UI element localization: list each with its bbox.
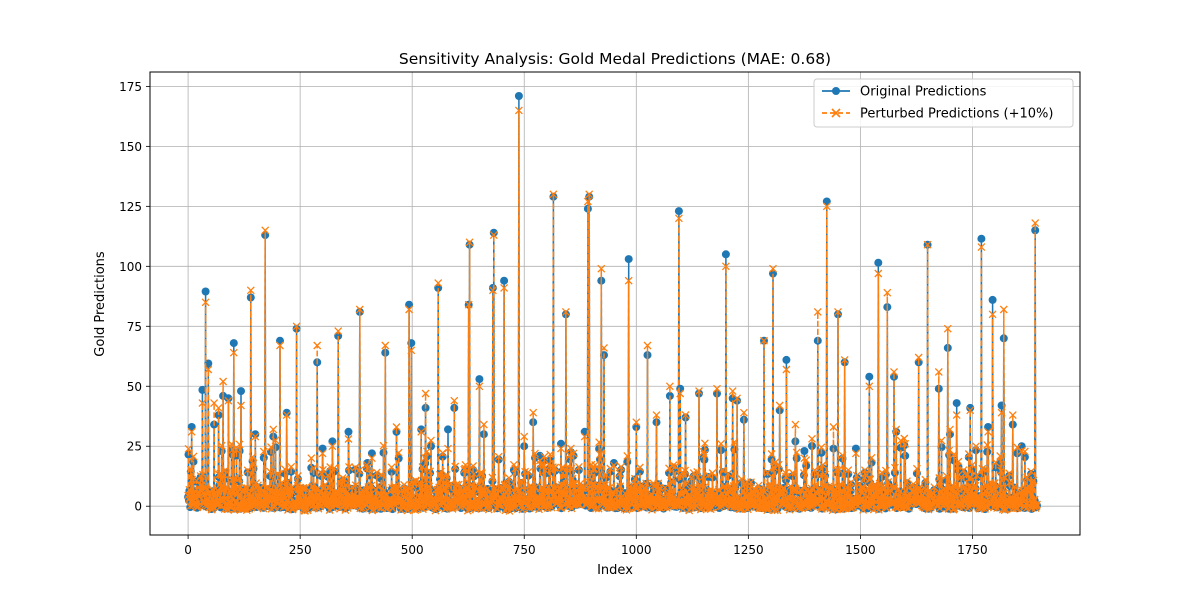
original-point xyxy=(214,411,223,420)
original-point xyxy=(237,387,245,396)
legend-original-label: Original Predictions xyxy=(860,85,987,100)
original-point xyxy=(977,234,986,243)
x-tick-label: 250 xyxy=(289,543,312,557)
original-point xyxy=(488,283,497,292)
original-point xyxy=(624,255,633,264)
original-point xyxy=(609,459,618,467)
original-point xyxy=(224,394,233,403)
original-point xyxy=(417,425,426,434)
legend-perturbed-label: Perturbed Predictions (+10%) xyxy=(860,107,1053,122)
x-tick-label: 1500 xyxy=(845,543,876,557)
original-point xyxy=(229,339,238,348)
y-tick-label: 25 xyxy=(127,440,142,454)
original-point xyxy=(500,276,509,285)
original-point xyxy=(344,427,353,436)
x-tick-label: 500 xyxy=(401,543,424,557)
x-tick-label: 1000 xyxy=(621,543,652,557)
x-tick-label: 1250 xyxy=(733,543,764,557)
original-point xyxy=(198,385,207,394)
original-point xyxy=(952,399,961,408)
original-point xyxy=(475,375,484,384)
y-tick-label: 0 xyxy=(134,500,142,514)
original-point xyxy=(782,355,791,364)
x-tick-label: 1750 xyxy=(957,543,988,557)
plot-area xyxy=(184,92,1041,515)
series-group xyxy=(184,92,1041,515)
y-tick-label: 75 xyxy=(127,320,142,334)
x-axis-label: Index xyxy=(597,563,633,578)
original-point xyxy=(874,258,883,267)
y-tick-label: 175 xyxy=(119,80,142,94)
y-tick-label: 100 xyxy=(119,260,142,274)
original-point xyxy=(514,92,523,100)
chart-title: Sensitivity Analysis: Gold Medal Predict… xyxy=(399,50,831,68)
original-point xyxy=(251,430,260,439)
y-axis-label: Gold Predictions xyxy=(93,251,108,357)
original-point xyxy=(282,408,291,417)
original-point xyxy=(201,287,210,296)
y-tick-label: 50 xyxy=(127,380,142,394)
original-point xyxy=(674,207,683,216)
y-tick-label: 125 xyxy=(119,200,142,214)
original-point xyxy=(721,250,730,259)
x-tick-label: 0 xyxy=(184,543,192,557)
original-point xyxy=(800,447,809,455)
x-tick-label: 750 xyxy=(513,543,536,557)
original-point xyxy=(444,425,452,434)
legend: Original Predictions Perturbed Predictio… xyxy=(813,78,1074,128)
original-point xyxy=(865,372,874,381)
original-point xyxy=(988,295,997,304)
y-tick-label: 150 xyxy=(119,140,142,154)
original-point xyxy=(489,228,498,237)
legend-original-marker xyxy=(832,87,840,95)
